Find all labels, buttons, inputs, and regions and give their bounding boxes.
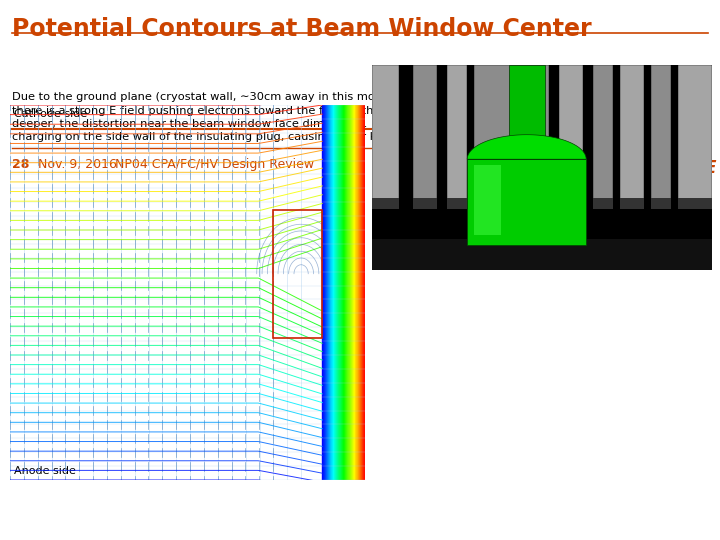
- Text: deeper, the distortion near the beam window face diminishes.  However, there cou: deeper, the distortion near the beam win…: [12, 119, 561, 129]
- Text: This plug is assumed to be air (thin wall: This plug is assumed to be air (thin wal…: [375, 177, 642, 190]
- Polygon shape: [467, 134, 586, 159]
- Bar: [372, 239, 712, 270]
- Text: 28: 28: [12, 158, 30, 171]
- Text: DUNE: DUNE: [665, 159, 718, 177]
- Bar: [447, 198, 467, 208]
- Text: Anode side: Anode side: [14, 466, 76, 476]
- Text: The field cage has a cutout, and the 20cm: The field cage has a cutout, and the 20c…: [375, 109, 658, 122]
- Bar: [413, 65, 436, 208]
- Bar: [620, 65, 644, 208]
- Bar: [678, 198, 712, 208]
- Bar: [593, 198, 613, 208]
- Bar: [372, 198, 399, 208]
- Bar: [593, 65, 613, 208]
- Text: Due to the ground plane (cryostat wall, ∼30cm away in this model) and the hole i: Due to the ground plane (cryostat wall, …: [12, 92, 572, 102]
- Text: charging on the side wall of the insulating plug, causing other kind of field di: charging on the side wall of the insulat…: [12, 132, 499, 143]
- Bar: [651, 65, 671, 208]
- Bar: [474, 165, 501, 235]
- Bar: [413, 198, 436, 208]
- Text: beam window (insulating plug) is placed: beam window (insulating plug) is placed: [375, 126, 644, 139]
- Bar: [372, 65, 399, 208]
- Text: ignored) in this model.: ignored) in this model.: [375, 194, 526, 207]
- Bar: [559, 198, 582, 208]
- Text: cage.: cage.: [375, 160, 411, 173]
- Bar: [467, 159, 586, 245]
- Bar: [474, 198, 549, 208]
- Text: Nov. 9, 2016: Nov. 9, 2016: [38, 158, 117, 171]
- Text: Potential Contours at Beam Window Center: Potential Contours at Beam Window Center: [12, 17, 592, 41]
- Bar: [273, 210, 323, 338]
- Text: Cathode side: Cathode side: [14, 109, 87, 119]
- Bar: [509, 65, 544, 137]
- Bar: [559, 65, 582, 208]
- Text: NATIONAL LABORATORY: NATIONAL LABORATORY: [580, 147, 663, 153]
- Text: NP04 CPA/FC/HV Design Review: NP04 CPA/FC/HV Design Review: [115, 158, 314, 171]
- Bar: [447, 65, 467, 208]
- Bar: [678, 65, 712, 208]
- Text: through this opening, 5cm into the field: through this opening, 5cm into the field: [375, 143, 641, 156]
- Bar: [651, 198, 671, 208]
- Bar: [620, 198, 644, 208]
- Text: there is a strong E field pushing electrons toward the face of the plug. If the : there is a strong E field pushing electr…: [12, 105, 576, 116]
- Text: BROOKHAVEN: BROOKHAVEN: [580, 158, 662, 168]
- Bar: [474, 65, 549, 208]
